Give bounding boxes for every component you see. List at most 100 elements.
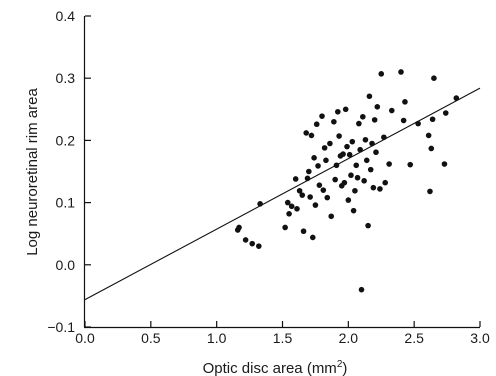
data-point [366, 93, 373, 100]
data-point [429, 116, 436, 123]
y-tick-label: 0.1 [56, 195, 76, 211]
data-point [284, 199, 291, 206]
data-point [313, 121, 320, 128]
data-point [402, 99, 408, 105]
data-point [362, 136, 369, 143]
data-point [340, 151, 346, 157]
data-point [415, 120, 421, 127]
x-tick-label: 1.0 [207, 330, 227, 346]
data-point [442, 110, 449, 116]
data-point [316, 182, 323, 188]
data-point [398, 69, 404, 75]
x-tick-label: 1.5 [273, 330, 293, 346]
data-point [400, 117, 407, 124]
data-point [341, 179, 348, 186]
data-point [345, 197, 352, 203]
data-point [363, 157, 370, 164]
data-point [431, 75, 437, 81]
data-point [358, 286, 365, 293]
data-point [377, 186, 383, 192]
y-axis-ticks: −0.1 0.0 0.1 0.2 0.3 0.4 [47, 8, 91, 335]
data-point [353, 162, 360, 169]
data-point [320, 187, 327, 193]
data-point [299, 192, 306, 198]
data-point [328, 213, 335, 220]
data-point [350, 207, 357, 214]
data-points [234, 69, 460, 293]
data-point [309, 234, 316, 241]
y-tick-label: −0.1 [47, 319, 75, 335]
data-point [369, 140, 375, 147]
data-point [373, 149, 379, 156]
data-point [236, 224, 242, 231]
x-axis-title: Optic disc area (mm2) [203, 359, 348, 376]
data-point [360, 113, 366, 120]
data-point [370, 184, 377, 191]
data-point [441, 161, 448, 167]
data-point [428, 145, 435, 152]
data-point [367, 166, 374, 173]
data-point [300, 228, 307, 235]
data-point [303, 130, 310, 136]
data-point [356, 120, 362, 127]
data-point [257, 201, 263, 207]
x-tick-label: 3.0 [470, 330, 490, 346]
data-point [327, 140, 333, 147]
data-point [381, 134, 387, 141]
data-point [315, 163, 321, 169]
data-point [425, 132, 432, 139]
data-point [312, 202, 319, 208]
x-axis-ticks: 0.0 0.5 1.0 1.5 2.0 2.5 3.0 [75, 321, 490, 346]
data-point [354, 174, 361, 181]
data-point [304, 175, 311, 182]
data-point [307, 194, 313, 200]
data-point [348, 172, 354, 179]
data-point [308, 132, 315, 139]
data-point [378, 71, 385, 77]
y-tick-label: 0.4 [56, 8, 76, 24]
data-point [342, 106, 349, 113]
data-point [335, 108, 341, 115]
data-point [365, 222, 371, 229]
x-axis-title-superscript: 2 [337, 359, 343, 370]
data-point [361, 178, 367, 184]
data-point [386, 161, 392, 167]
data-point [352, 187, 358, 194]
data-point [336, 133, 342, 139]
data-point [332, 176, 338, 183]
x-tick-label: 0.0 [75, 330, 95, 346]
data-point [311, 155, 317, 161]
data-point [374, 104, 381, 110]
data-point [371, 117, 378, 123]
data-point [323, 157, 329, 164]
data-point [346, 151, 353, 158]
data-point [324, 194, 331, 201]
x-tick-label: 0.5 [141, 330, 161, 346]
data-point [427, 188, 433, 195]
data-point [321, 145, 328, 151]
data-point [288, 203, 295, 210]
data-point [306, 168, 312, 175]
data-point [242, 237, 249, 243]
data-point [249, 240, 256, 247]
regression-line [84, 87, 481, 301]
data-point [319, 113, 325, 119]
data-point [333, 162, 340, 169]
x-tick-label: 2.0 [339, 330, 359, 346]
data-point [349, 138, 356, 145]
y-axis-title: Log neuroretinal rim area [24, 88, 41, 256]
data-point [382, 179, 389, 186]
y-tick-label: 0.2 [56, 132, 76, 148]
data-point [344, 143, 350, 150]
y-tick-label: 0.3 [56, 70, 76, 86]
data-point [453, 95, 460, 101]
data-point [388, 107, 395, 114]
data-point [331, 118, 337, 125]
data-point [407, 161, 414, 168]
data-point [255, 243, 262, 249]
x-axis-title-main: Optic disc area (mm [203, 360, 337, 376]
data-point [292, 176, 299, 182]
data-point [357, 146, 363, 153]
data-point [296, 187, 303, 194]
